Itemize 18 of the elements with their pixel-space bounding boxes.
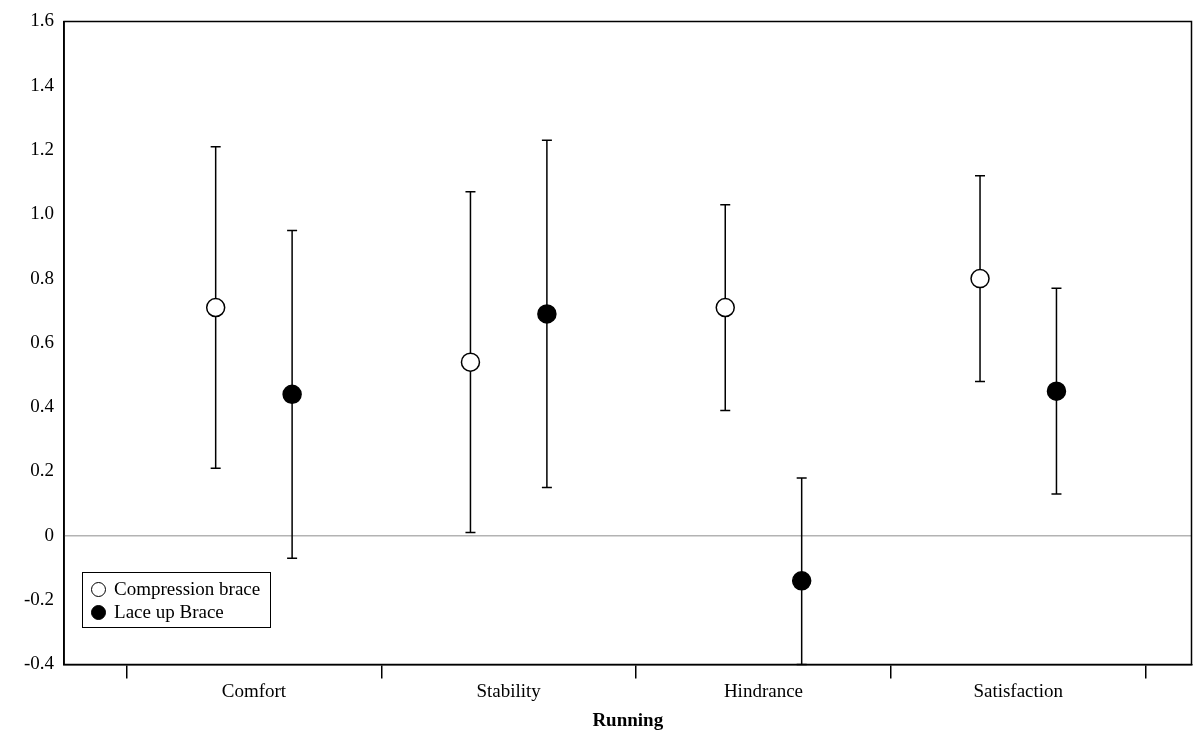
y-tick-label: 0.8: [30, 266, 55, 288]
legend-label: Compression brace: [114, 578, 261, 600]
x-tick-label: Comfort: [221, 679, 287, 701]
y-tick-label: 1.0: [30, 202, 55, 224]
y-tick-label: 0: [44, 523, 55, 545]
x-tick-label: Stability: [476, 679, 542, 701]
y-tick-label: 0.2: [30, 459, 55, 481]
x-axis-title: Running: [592, 708, 664, 730]
y-tick-label: -0.4: [24, 652, 55, 674]
y-tick-label: 1.2: [30, 137, 55, 159]
y-tick-label: 0.4: [30, 395, 55, 417]
x-tick-label: Satisfaction: [973, 679, 1064, 701]
y-tick-label: 1.4: [30, 73, 55, 95]
y-tick-label: 0.6: [30, 330, 55, 352]
x-tick-label: Hindrance: [723, 679, 804, 701]
legend-label: Lace up Brace: [114, 601, 224, 623]
y-tick-label: 1.6: [30, 9, 55, 31]
y-tick-label: -0.2: [24, 588, 55, 610]
